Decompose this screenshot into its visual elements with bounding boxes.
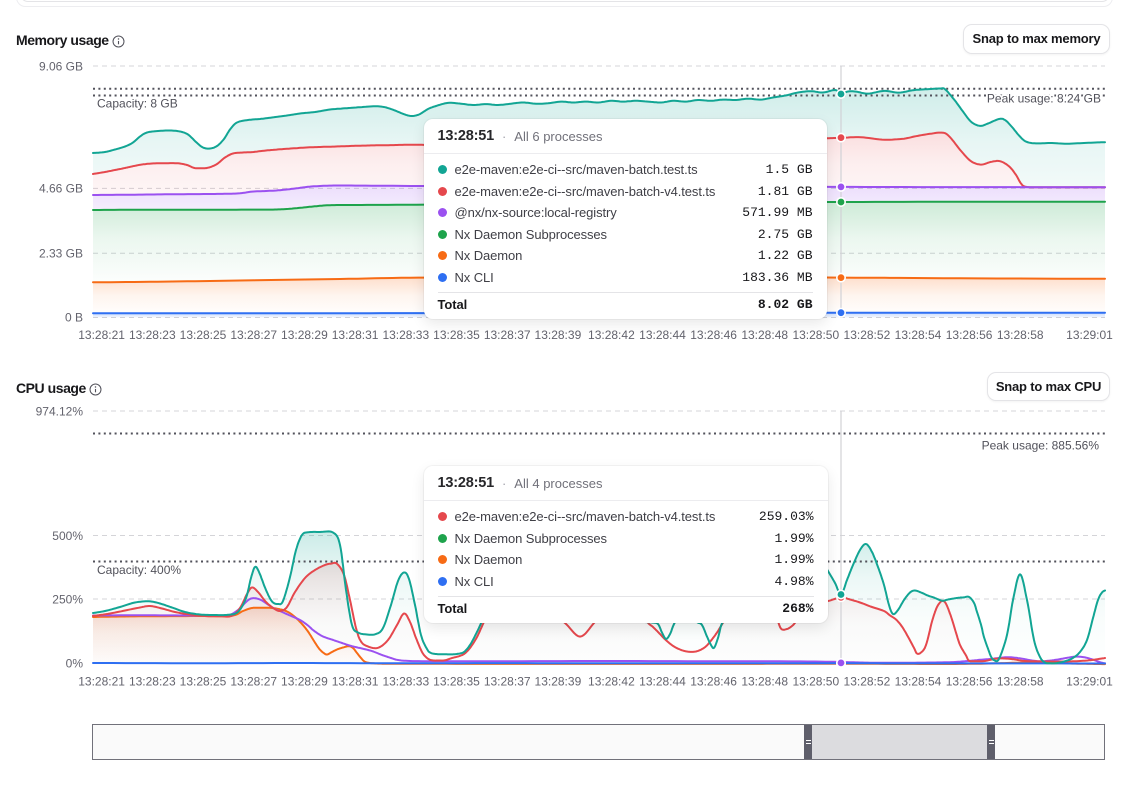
- svg-text:13:28:48: 13:28:48: [741, 675, 788, 689]
- svg-text:13:28:56: 13:28:56: [946, 328, 993, 342]
- svg-text:13:28:42: 13:28:42: [588, 675, 635, 689]
- svg-text:13:28:23: 13:28:23: [129, 675, 176, 689]
- svg-text:9.06 GB: 9.06 GB: [39, 60, 83, 74]
- svg-text:13:29:01: 13:29:01: [1066, 675, 1113, 689]
- svg-text:13:28:29: 13:28:29: [281, 328, 328, 342]
- svg-text:13:28:54: 13:28:54: [895, 328, 942, 342]
- svg-text:13:28:58: 13:28:58: [997, 675, 1044, 689]
- svg-text:13:28:39: 13:28:39: [535, 328, 582, 342]
- svg-text:13:28:52: 13:28:52: [844, 675, 891, 689]
- svg-text:13:28:33: 13:28:33: [382, 328, 429, 342]
- svg-text:13:28:31: 13:28:31: [332, 675, 379, 689]
- svg-text:13:28:44: 13:28:44: [639, 675, 686, 689]
- svg-text:500%: 500%: [52, 529, 83, 543]
- svg-text:2.33 GB: 2.33 GB: [39, 247, 83, 261]
- svg-text:13:28:25: 13:28:25: [180, 675, 227, 689]
- svg-text:13:28:27: 13:28:27: [230, 328, 277, 342]
- svg-text:13:28:39: 13:28:39: [535, 675, 582, 689]
- svg-text:974.12%: 974.12%: [36, 405, 84, 419]
- svg-text:Capacity: 8 GB: Capacity: 8 GB: [97, 97, 178, 111]
- svg-text:13:28:23: 13:28:23: [129, 328, 176, 342]
- svg-text:13:28:50: 13:28:50: [792, 328, 839, 342]
- svg-text:13:28:58: 13:28:58: [997, 328, 1044, 342]
- svg-text:Capacity: 400%: Capacity: 400%: [97, 563, 181, 577]
- svg-text:Peak usage: 885.56%: Peak usage: 885.56%: [982, 439, 1100, 453]
- svg-text:13:28:44: 13:28:44: [639, 328, 686, 342]
- svg-text:13:28:48: 13:28:48: [741, 328, 788, 342]
- svg-text:13:28:54: 13:28:54: [895, 675, 942, 689]
- svg-text:13:28:42: 13:28:42: [588, 328, 635, 342]
- svg-text:Peak usage: 8.24 GB: Peak usage: 8.24 GB: [987, 92, 1101, 106]
- svg-text:13:28:31: 13:28:31: [332, 328, 379, 342]
- svg-text:13:28:25: 13:28:25: [180, 328, 227, 342]
- svg-text:13:28:27: 13:28:27: [230, 675, 277, 689]
- svg-text:4.66 GB: 4.66 GB: [39, 182, 83, 196]
- svg-text:13:28:21: 13:28:21: [78, 328, 125, 342]
- svg-text:13:28:37: 13:28:37: [484, 328, 531, 342]
- svg-text:250%: 250%: [52, 593, 83, 607]
- svg-text:13:29:01: 13:29:01: [1066, 328, 1113, 342]
- svg-text:0 B: 0 B: [65, 311, 83, 325]
- svg-text:13:28:29: 13:28:29: [281, 675, 328, 689]
- svg-text:13:28:50: 13:28:50: [792, 675, 839, 689]
- svg-text:13:28:33: 13:28:33: [382, 675, 429, 689]
- svg-text:13:28:56: 13:28:56: [946, 675, 993, 689]
- svg-text:13:28:46: 13:28:46: [690, 328, 737, 342]
- svg-text:13:28:35: 13:28:35: [433, 675, 480, 689]
- svg-text:13:28:21: 13:28:21: [78, 675, 125, 689]
- svg-text:13:28:35: 13:28:35: [433, 328, 480, 342]
- svg-text:13:28:37: 13:28:37: [484, 675, 531, 689]
- svg-text:13:28:52: 13:28:52: [844, 328, 891, 342]
- svg-text:13:28:46: 13:28:46: [690, 675, 737, 689]
- svg-text:0%: 0%: [66, 657, 84, 671]
